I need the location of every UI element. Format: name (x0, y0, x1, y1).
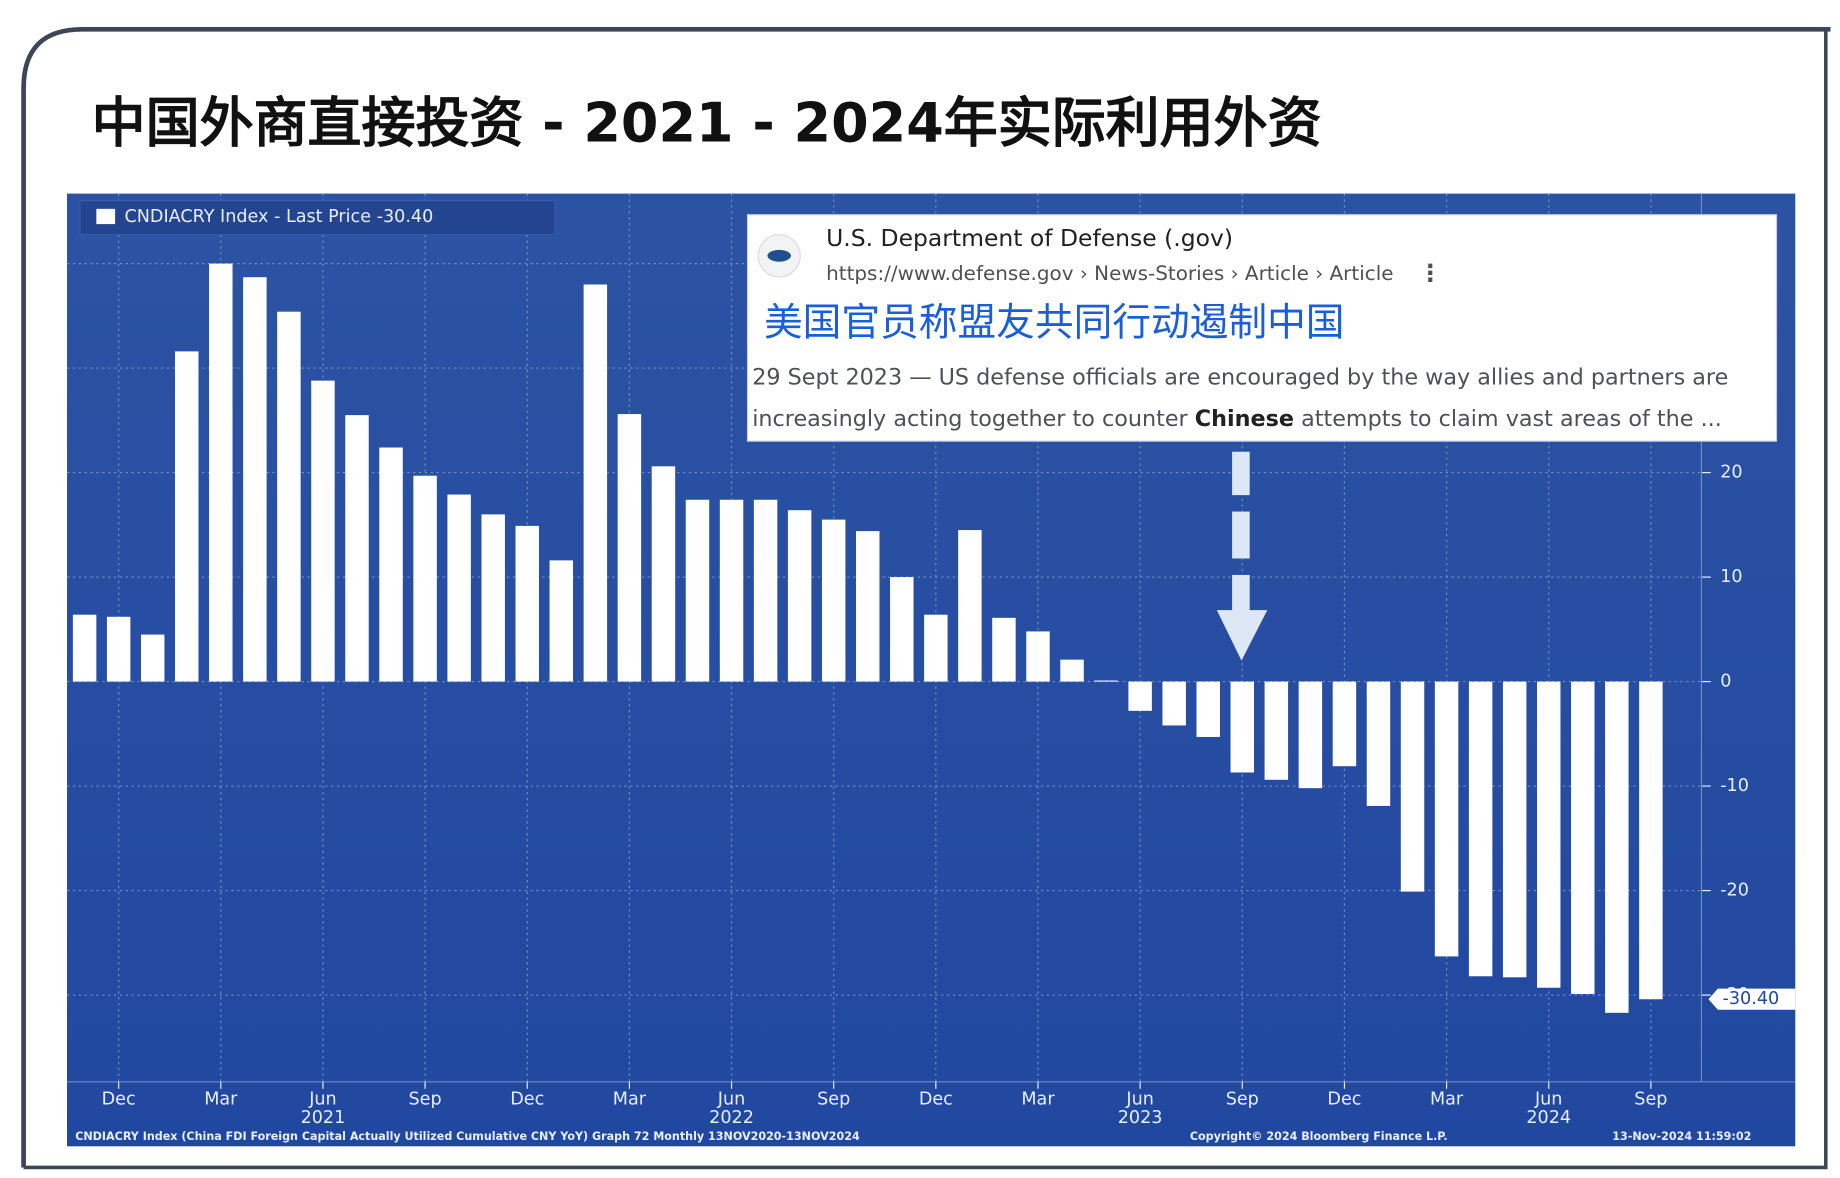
x-tick-label: Dec (102, 1089, 136, 1109)
bar (515, 525, 539, 682)
bar (890, 577, 914, 682)
legend-text: CNDIACRY Index - Last Price -30.40 (124, 207, 433, 227)
x-year-label: 2024 (1526, 1108, 1571, 1128)
y-tick-label: 0 (1720, 672, 1731, 692)
x-tick-label: Sep (1226, 1089, 1259, 1109)
chart: -30-20-10010203040DecMarJun2021SepDecMar… (67, 193, 1796, 1143)
bar (924, 614, 948, 682)
x-tick-label: Sep (1634, 1089, 1667, 1109)
bar (1536, 681, 1561, 988)
bar (345, 415, 369, 682)
bar (1400, 681, 1425, 892)
bar (821, 519, 846, 682)
bar (1332, 681, 1357, 767)
bar (719, 499, 744, 682)
bar (958, 530, 982, 682)
bar (1060, 659, 1084, 682)
footer-text: Copyright© 2024 Bloomberg Finance L.P. (1190, 1130, 1448, 1143)
bar (1639, 681, 1663, 1000)
bar (1366, 681, 1391, 806)
title: 中国外商直接投资 - 2021 - 2024年实际利用外资 (92, 91, 1322, 154)
card-snippet: increasingly acting together to counter … (752, 405, 1722, 431)
bar (413, 475, 437, 682)
bar (1298, 681, 1323, 789)
x-tick-label: Mar (204, 1089, 238, 1109)
bar (140, 634, 165, 682)
x-tick-label: Jun (1125, 1089, 1153, 1109)
bar (1094, 680, 1118, 682)
arrow (1216, 451, 1268, 661)
bar (1571, 681, 1595, 995)
footer-text: CNDIACRY Index (China FDI Foreign Capita… (75, 1130, 860, 1143)
bar (992, 617, 1016, 682)
bar (1026, 631, 1050, 682)
x-tick-label: Jun (308, 1089, 336, 1109)
x-tick-label: Jun (1534, 1089, 1562, 1109)
x-tick-label: Mar (1021, 1089, 1055, 1109)
bar (1128, 681, 1152, 711)
bar (787, 510, 812, 682)
x-tick-label: Sep (817, 1089, 850, 1109)
legend-box (79, 200, 556, 236)
y-tick-label: 10 (1720, 567, 1742, 587)
x-tick-label: Mar (1430, 1089, 1464, 1109)
bar (856, 531, 880, 682)
bar (481, 514, 505, 682)
x-tick-label: Dec (510, 1089, 544, 1109)
bar (447, 494, 471, 682)
bar (753, 499, 778, 682)
bar (1434, 681, 1459, 957)
bar (617, 414, 642, 682)
x-tick-label: Mar (613, 1089, 647, 1109)
bar (1502, 681, 1527, 978)
bar (277, 311, 301, 682)
bar (1230, 681, 1255, 773)
bar (72, 614, 97, 682)
x-year-label: 2022 (709, 1108, 754, 1128)
bar (1264, 681, 1289, 780)
bar (549, 560, 574, 682)
bar (1605, 681, 1629, 1013)
footer-text: 13-Nov-2024 11:59:02 (1612, 1130, 1751, 1143)
bar (1468, 681, 1493, 977)
favicon-icon (767, 249, 791, 262)
x-tick-label: Sep (409, 1089, 442, 1109)
bar (243, 277, 267, 682)
bar (175, 351, 199, 682)
card-menu[interactable]: ⋮ (1419, 259, 1442, 287)
legend-swatch (96, 208, 116, 225)
last-value-label: -30.40 (1723, 989, 1780, 1009)
x-year-label: 2023 (1118, 1108, 1163, 1128)
bar (1196, 681, 1220, 737)
y-tick-label: 20 (1720, 463, 1742, 483)
bar (685, 499, 710, 682)
card-url[interactable]: https://www.defense.gov › News-Stories ›… (826, 261, 1393, 285)
x-tick-label: Jun (717, 1089, 745, 1109)
x-tick-label: Dec (919, 1089, 953, 1109)
bar (209, 263, 233, 682)
card-bg (746, 214, 1778, 442)
x-tick-label: Dec (1327, 1089, 1361, 1109)
card-headline[interactable]: 美国官员称盟友共同行动遏制中国 (764, 301, 1345, 346)
y-tick-label: -20 (1720, 881, 1749, 901)
search-card: U.S. Department of Defense (.gov) https:… (746, 214, 1778, 442)
last-value-badge (1708, 988, 1796, 1010)
x-year-label: 2021 (301, 1108, 346, 1128)
card-source[interactable]: U.S. Department of Defense (.gov) (826, 224, 1233, 252)
bar (1162, 681, 1186, 726)
y-tick-label: -10 (1720, 776, 1749, 796)
bar (379, 447, 403, 682)
bar (583, 284, 608, 682)
card-snippet: 29 Sept 2023 — US defense officials are … (752, 364, 1728, 390)
bar (651, 466, 676, 682)
frame (21, 26, 1831, 1168)
frame (23, 29, 1828, 1170)
bar (311, 380, 335, 682)
bar (106, 616, 131, 682)
